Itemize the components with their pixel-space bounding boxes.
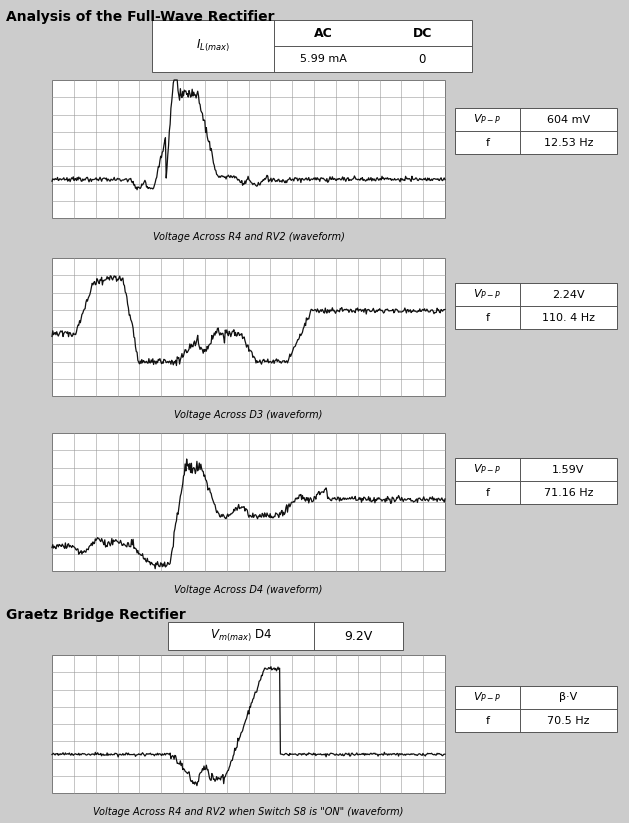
- Text: AC: AC: [314, 26, 333, 40]
- Bar: [52, 433, 445, 571]
- Text: f: f: [486, 487, 489, 497]
- Text: $V_{P-P}$: $V_{P-P}$: [473, 690, 502, 704]
- Text: 604 mV: 604 mV: [547, 114, 590, 124]
- Bar: [455, 108, 617, 154]
- Text: $V_{P-P}$: $V_{P-P}$: [473, 113, 502, 127]
- Text: Voltage Across D4 (waveform): Voltage Across D4 (waveform): [174, 585, 323, 595]
- Text: β·V: β·V: [559, 692, 577, 703]
- Text: $I_{L(max)}$: $I_{L(max)}$: [196, 38, 230, 54]
- Text: 110. 4 Hz: 110. 4 Hz: [542, 313, 595, 323]
- Text: $V_{P-P}$: $V_{P-P}$: [473, 287, 502, 301]
- Text: 70.5 Hz: 70.5 Hz: [547, 715, 589, 726]
- Text: 12.53 Hz: 12.53 Hz: [543, 137, 593, 147]
- Text: 9.2V: 9.2V: [344, 630, 372, 643]
- Bar: [52, 655, 445, 793]
- Text: Graetz Bridge Rectifier: Graetz Bridge Rectifier: [6, 608, 186, 622]
- Bar: [455, 458, 617, 504]
- Text: $V_{m(max)}$ D4: $V_{m(max)}$ D4: [209, 628, 272, 644]
- Text: f: f: [486, 313, 489, 323]
- Bar: [152, 20, 472, 72]
- Bar: [52, 80, 445, 218]
- Bar: [455, 686, 617, 732]
- Text: 5.99 mA: 5.99 mA: [300, 54, 347, 64]
- Text: Voltage Across D3 (waveform): Voltage Across D3 (waveform): [174, 410, 323, 420]
- Text: $V_{P-P}$: $V_{P-P}$: [473, 463, 502, 477]
- Text: Voltage Across R4 and RV2 when Switch S8 is "ON" (waveform): Voltage Across R4 and RV2 when Switch S8…: [93, 807, 404, 817]
- Text: Analysis of the Full-Wave Rectifier: Analysis of the Full-Wave Rectifier: [6, 10, 274, 24]
- Text: f: f: [486, 715, 489, 726]
- Bar: [455, 283, 617, 329]
- Text: 0: 0: [419, 53, 426, 66]
- Bar: [52, 258, 445, 396]
- Text: 1.59V: 1.59V: [552, 464, 584, 475]
- Text: Voltage Across R4 and RV2 (waveform): Voltage Across R4 and RV2 (waveform): [153, 232, 345, 242]
- Text: 2.24V: 2.24V: [552, 290, 585, 300]
- Text: DC: DC: [413, 26, 432, 40]
- Text: 71.16 Hz: 71.16 Hz: [543, 487, 593, 497]
- Bar: [168, 622, 403, 650]
- Text: f: f: [486, 137, 489, 147]
